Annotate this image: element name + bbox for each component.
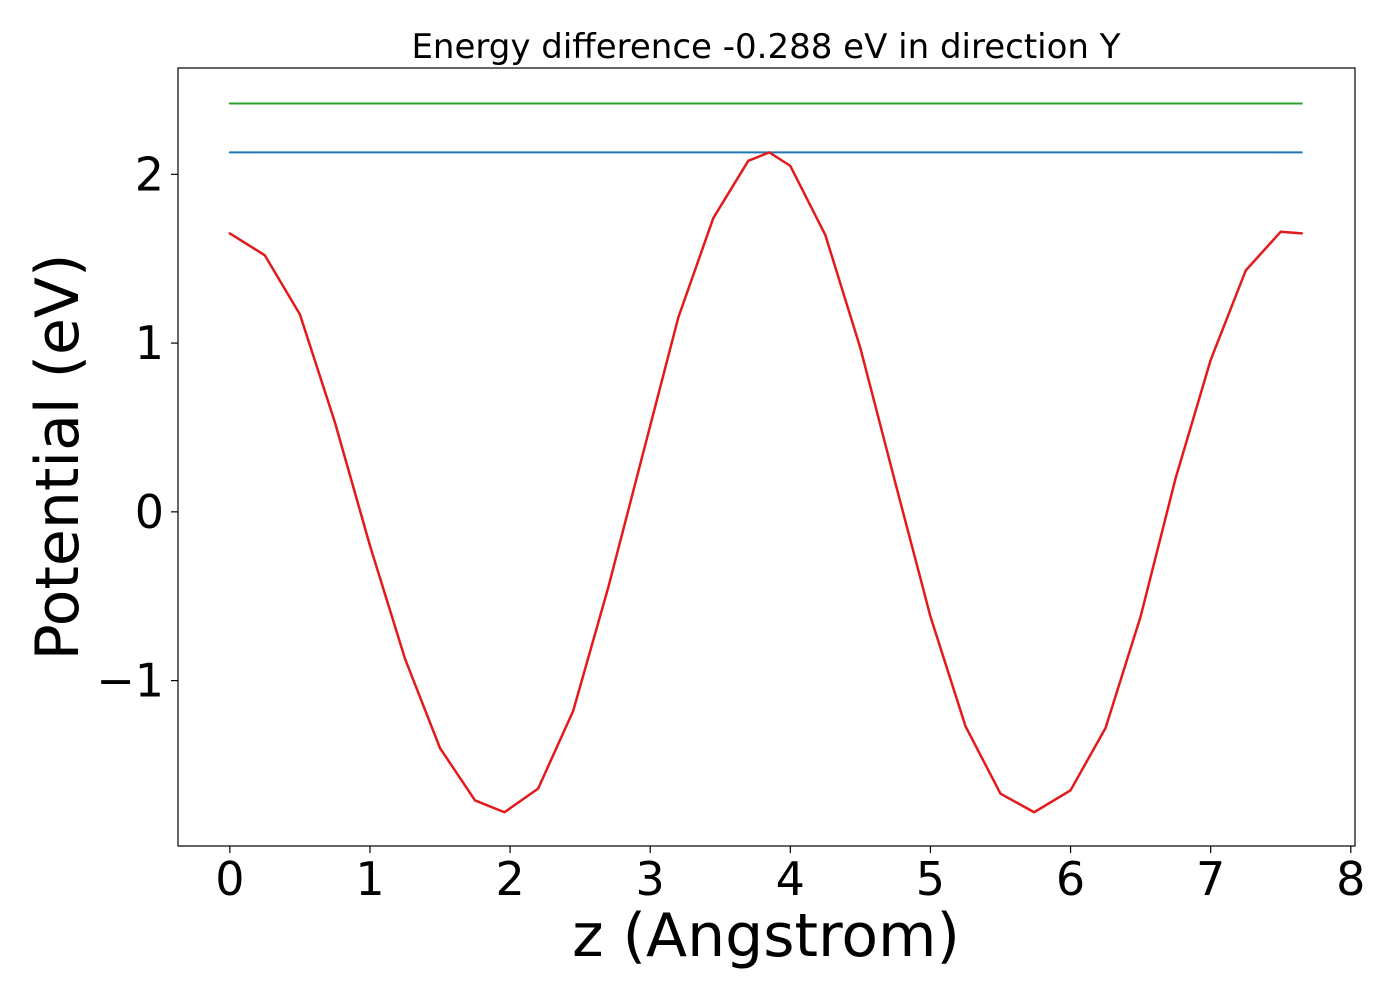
y-tick-label: 1 (135, 316, 164, 370)
x-tick-label: 7 (1196, 852, 1225, 906)
x-axis-label: z (Angstrom) (572, 901, 960, 971)
x-tick-label: 6 (1056, 852, 1085, 906)
x-tick-label: 8 (1336, 852, 1365, 906)
y-axis-ticks: −1 0 1 2 (96, 147, 178, 708)
x-tick-label: 4 (776, 852, 805, 906)
plot-frame (177, 67, 1356, 847)
y-tick-label: 0 (135, 485, 164, 539)
y-axis-label: Potential (eV) (23, 254, 93, 661)
series-layer (228, 102, 1303, 814)
series-line-2 (228, 151, 1303, 814)
x-tick-label: 3 (636, 852, 665, 906)
y-tick-label: −1 (96, 654, 164, 708)
x-tick-label: 5 (916, 852, 945, 906)
x-axis-ticks: 0 1 2 3 4 5 6 7 8 (215, 846, 1365, 906)
x-tick-label: 2 (495, 852, 524, 906)
x-tick-label: 0 (215, 852, 244, 906)
chart-title: Energy difference -0.288 eV in direction… (411, 27, 1120, 67)
y-tick-label: 2 (135, 147, 164, 201)
x-tick-label: 1 (355, 852, 384, 906)
